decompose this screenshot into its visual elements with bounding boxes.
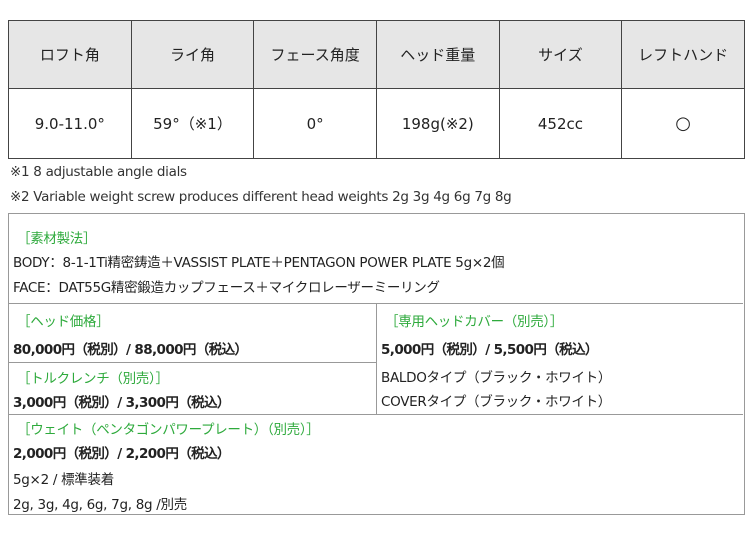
header-loft: ロフト角 — [8, 20, 132, 89]
note-2: ※2 Variable weight screw produces differ… — [10, 189, 512, 205]
header-left-hand: レフトハンド — [621, 20, 745, 89]
note-1: ※1 8 adjustable angle dials — [10, 164, 187, 180]
material-body: BODY：8-1-1Ti精密鋳造＋VASSIST PLATE＋PENTAGON … — [13, 255, 505, 271]
torque-wrench-section: ［トルクレンチ（別売）］ 3,000円（税別）/ 3,300円（税込） — [9, 363, 377, 415]
material-face: FACE：DAT55G精密鍛造カップフェース＋マイクロレーザーミーリング — [13, 280, 440, 296]
value-face-angle: 0° — [253, 88, 377, 159]
weight-title: ［ウェイト（ペンタゴンパワープレート）（別売）］ — [17, 422, 320, 438]
head-price: 80,000円（税別）/ 88,000円（税込） — [13, 342, 248, 358]
material-section: ［素材製法］ BODY：8-1-1Ti精密鋳造＋VASSIST PLATE＋PE… — [9, 214, 743, 304]
head-cover-type-cover: COVERタイプ（ブラック・ホワイト） — [381, 394, 611, 410]
spec-table: ロフト角 ライ角 フェース角度 ヘッド重量 サイズ レフトハンド 9.0-11.… — [8, 20, 745, 159]
header-head-weight: ヘッド重量 — [375, 20, 500, 89]
head-price-section: ［ヘッド価格］ 80,000円（税別）/ 88,000円（税込） — [9, 304, 377, 363]
head-cover-price: 5,000円（税別）/ 5,500円（税込） — [381, 342, 598, 358]
value-loft: 9.0-11.0° — [8, 88, 132, 159]
weight-standard: 5g×2 / 標準装着 — [13, 472, 114, 488]
weight-section: ［ウェイト（ペンタゴンパワープレート）（別売）］ 2,000円（税別）/ 2,2… — [9, 415, 743, 514]
head-cover-section: ［専用ヘッドカバー（別売）］ 5,000円（税別）/ 5,500円（税込） BA… — [377, 304, 743, 415]
weight-optional: 2g, 3g, 4g, 6g, 7g, 8g /別売 — [13, 497, 187, 513]
value-head-weight: 198g(※2) — [375, 88, 500, 159]
value-lie: 59°（※1） — [130, 88, 255, 159]
details-box: ［素材製法］ BODY：8-1-1Ti精密鋳造＋VASSIST PLATE＋PE… — [8, 213, 745, 515]
value-size: 452cc — [498, 88, 623, 159]
value-left-hand: ○ — [621, 88, 745, 159]
head-price-title: ［ヘッド価格］ — [17, 314, 110, 330]
material-title: ［素材製法］ — [17, 231, 97, 247]
weight-price: 2,000円（税別）/ 2,200円（税込） — [13, 446, 230, 462]
torque-wrench-price: 3,000円（税別）/ 3,300円（税込） — [13, 395, 230, 411]
head-cover-title: ［専用ヘッドカバー（別売）］ — [385, 314, 564, 330]
header-lie: ライ角 — [130, 20, 255, 89]
spec-value-row: 9.0-11.0° 59°（※1） 0° 198g(※2) 452cc ○ — [8, 88, 745, 159]
spec-header-row: ロフト角 ライ角 フェース角度 ヘッド重量 サイズ レフトハンド — [8, 20, 745, 89]
header-size: サイズ — [498, 20, 623, 89]
head-cover-type-baldo: BALDOタイプ（ブラック・ホワイト） — [381, 370, 612, 386]
torque-wrench-title: ［トルクレンチ（別売）］ — [17, 371, 169, 387]
header-face-angle: フェース角度 — [253, 20, 377, 89]
